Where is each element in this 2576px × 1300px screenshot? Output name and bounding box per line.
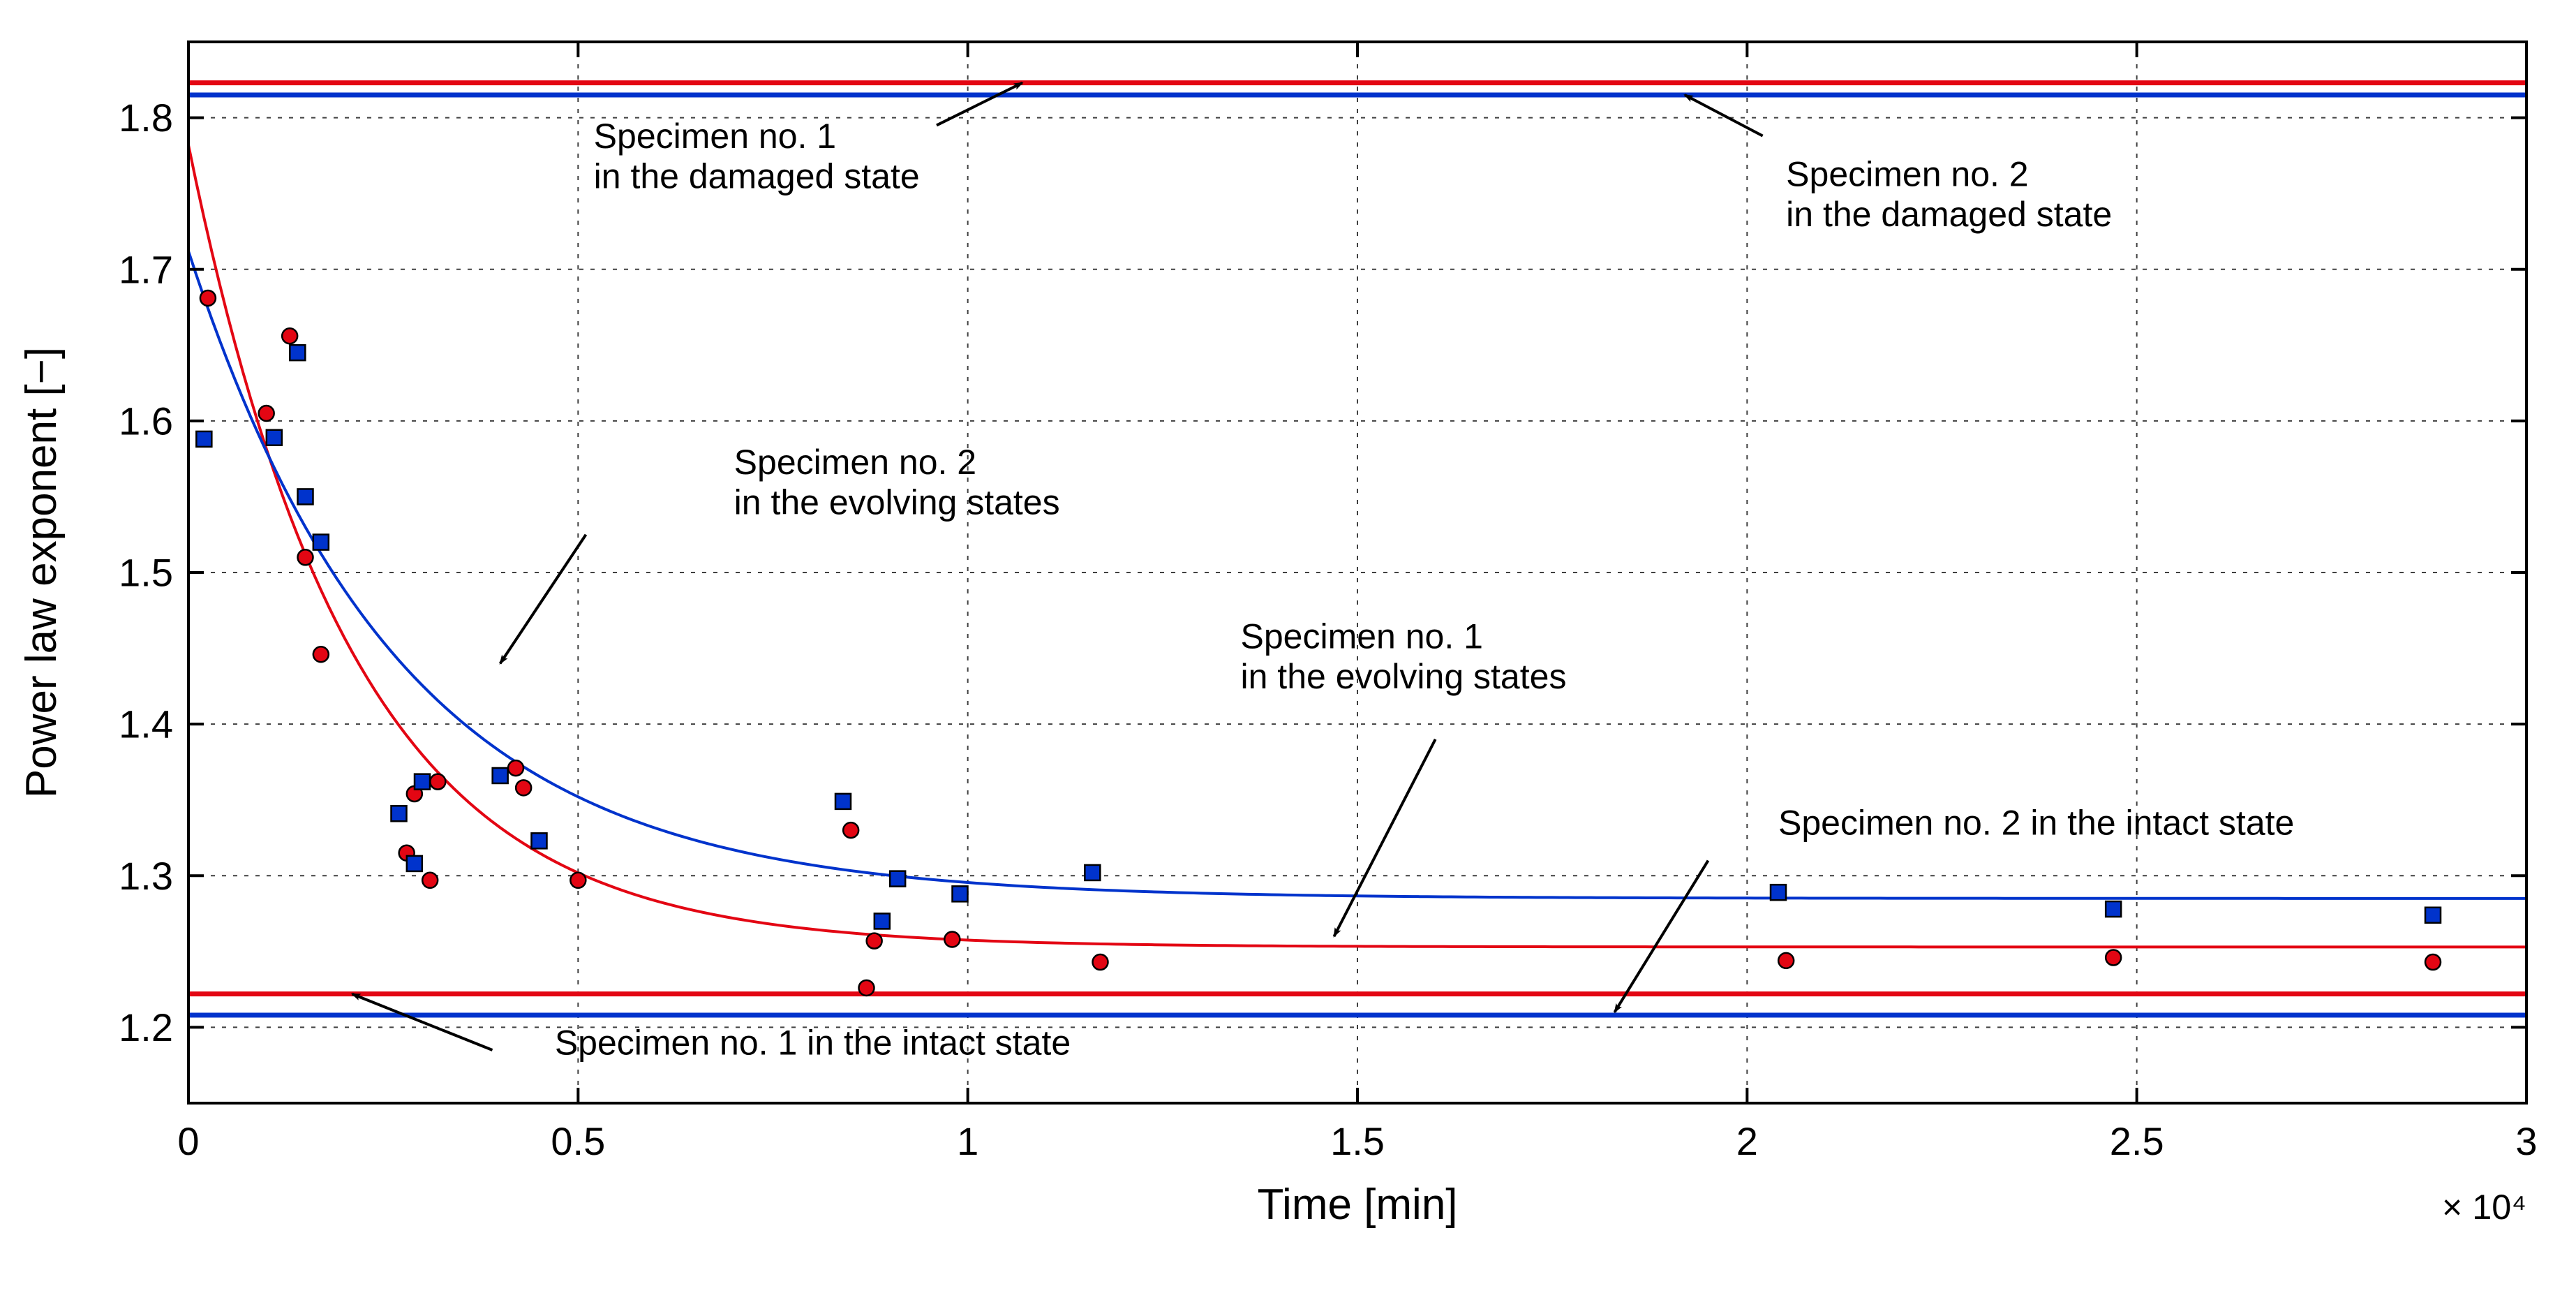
spec1-points [508, 760, 523, 776]
spec2-points [196, 431, 211, 447]
spec1-points [867, 933, 882, 949]
spec2-points [290, 345, 305, 360]
spec1-points [259, 406, 274, 421]
spec2-points [532, 833, 547, 848]
xtick-label: 0.5 [551, 1119, 605, 1163]
spec2-points [407, 856, 422, 871]
spec1-points [859, 980, 874, 996]
ytick-label: 1.6 [119, 399, 173, 443]
ytick-label: 1.2 [119, 1005, 173, 1049]
spec1-points [2106, 950, 2121, 966]
ytick-label: 1.5 [119, 551, 173, 595]
ytick-label: 1.4 [119, 702, 173, 746]
ytick-label: 1.8 [119, 96, 173, 140]
xtick-label: 3 [2515, 1119, 2537, 1163]
spec1-points [298, 549, 313, 565]
ytick-label: 1.3 [119, 854, 173, 898]
spec2-points [415, 774, 430, 790]
spec2-points [267, 430, 282, 445]
spec2-points [953, 886, 968, 901]
spec1-points [430, 774, 445, 790]
x-multiplier-label: × 10⁴ [2442, 1187, 2526, 1227]
spec1-points [1093, 954, 1108, 970]
spec1-points [843, 822, 858, 838]
xtick-label: 0 [177, 1119, 199, 1163]
xtick-label: 1.5 [1330, 1119, 1385, 1163]
spec2-points [2106, 901, 2121, 917]
spec2-points [874, 913, 890, 929]
spec2-points [2425, 908, 2441, 923]
spec1-points [570, 873, 586, 888]
annot-spec2-intact-label: Specimen no. 2 in the intact state [1778, 804, 2294, 843]
spec2-points [298, 489, 313, 504]
spec1-points [313, 647, 329, 662]
spec2-points [493, 768, 508, 783]
spec2-points [890, 871, 905, 887]
spec1-points [2425, 954, 2441, 970]
power-law-exponent-chart: 0 0.5 1 1.5 2 2.5 3 1.2 1.3 1.4 1.5 1.6 1.7 1.8 Time [… [0, 0, 2576, 1300]
spec1-points [422, 873, 438, 888]
xtick-label: 1 [957, 1119, 978, 1163]
spec2-points [1771, 885, 1786, 900]
chart-container: 0 0.5 1 1.5 2 2.5 3 1.2 1.3 1.4 1.5 1.6 1.7 1.8 Time [… [0, 0, 2576, 1300]
xtick-label: 2 [1736, 1119, 1758, 1163]
xtick-label: 2.5 [2110, 1119, 2164, 1163]
spec2-points [392, 806, 407, 821]
x-axis-label: Time [min] [1257, 1181, 1457, 1229]
spec1-points [516, 780, 531, 795]
spec1-points [944, 931, 960, 947]
spec2-points [835, 794, 851, 809]
y-axis-label: Power law exponent [−] [17, 347, 66, 798]
spec1-points [1778, 953, 1794, 968]
spec2-points [1085, 865, 1100, 880]
ytick-label: 1.7 [119, 247, 173, 291]
spec2-points [313, 535, 329, 550]
annot-spec1-intact-label: Specimen no. 1 in the intact state [555, 1024, 1071, 1063]
spec1-points [200, 290, 216, 306]
spec1-points [282, 328, 297, 344]
